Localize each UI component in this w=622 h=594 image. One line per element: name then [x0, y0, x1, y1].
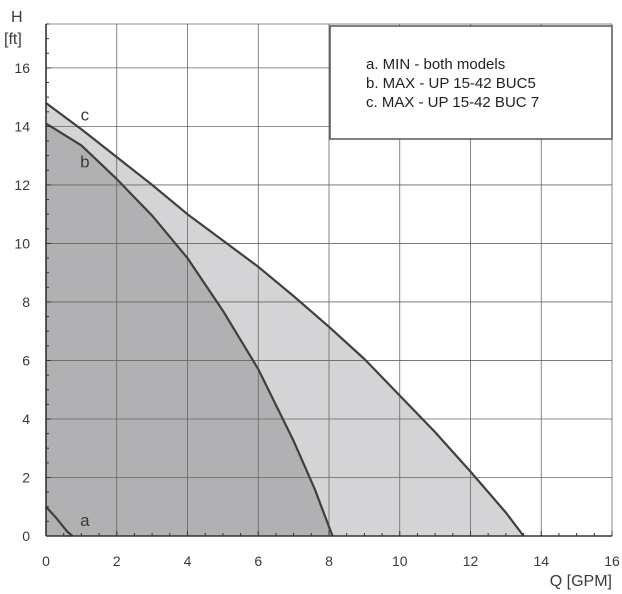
- y-tick-label: 6: [22, 352, 30, 368]
- x-tick-label: 10: [392, 553, 408, 569]
- tick-labels: 0 2 4 6 8 10 12 14 16 0 2 4 6 8 10 12 14 16: [14, 60, 620, 569]
- y-tick-label: 10: [14, 235, 30, 251]
- legend-entry-c: c. MAX - UP 15-42 BUC 7: [366, 94, 539, 111]
- y-axis-unit: [ft]: [4, 31, 22, 48]
- curve-label-c: c: [81, 106, 90, 125]
- x-tick-label: 4: [184, 553, 192, 569]
- y-tick-label: 4: [22, 411, 30, 427]
- curve-c: [45, 102, 525, 537]
- legend-entry-a: a. MIN - both models: [366, 56, 505, 73]
- area-fill-b: [46, 123, 333, 536]
- x-tick-label: 8: [325, 553, 333, 569]
- curve-label-a: a: [80, 511, 90, 530]
- curve-label-b: b: [80, 152, 89, 171]
- curve-labels: a b c: [80, 106, 90, 530]
- y-axis-label: H: [11, 9, 23, 26]
- legend: a. MIN - both models b. MAX - UP 15-42 B…: [329, 25, 613, 140]
- curve-a: [45, 505, 74, 537]
- axes: [45, 23, 613, 537]
- legend-entry-b: b. MAX - UP 15-42 BUC5: [366, 75, 536, 92]
- x-tick-label: 2: [113, 553, 121, 569]
- x-tick-label: 12: [463, 553, 479, 569]
- x-tick-label: 16: [604, 553, 620, 569]
- y-tick-label: 16: [14, 60, 30, 76]
- y-tick-label: 2: [22, 469, 30, 485]
- y-tick-label: 0: [22, 528, 30, 544]
- y-tick-label: 8: [22, 294, 30, 310]
- x-tick-label: 0: [42, 553, 50, 569]
- legend-box: [329, 25, 613, 140]
- x-tick-label: 14: [533, 553, 549, 569]
- curve-lines: [45, 102, 525, 537]
- y-tick-label: 14: [14, 118, 30, 134]
- x-tick-label: 6: [254, 553, 262, 569]
- area-fills: [46, 103, 524, 536]
- curve-b: [45, 122, 334, 537]
- y-tick-label: 12: [14, 177, 30, 193]
- x-axis-label: Q [GPM]: [550, 573, 612, 590]
